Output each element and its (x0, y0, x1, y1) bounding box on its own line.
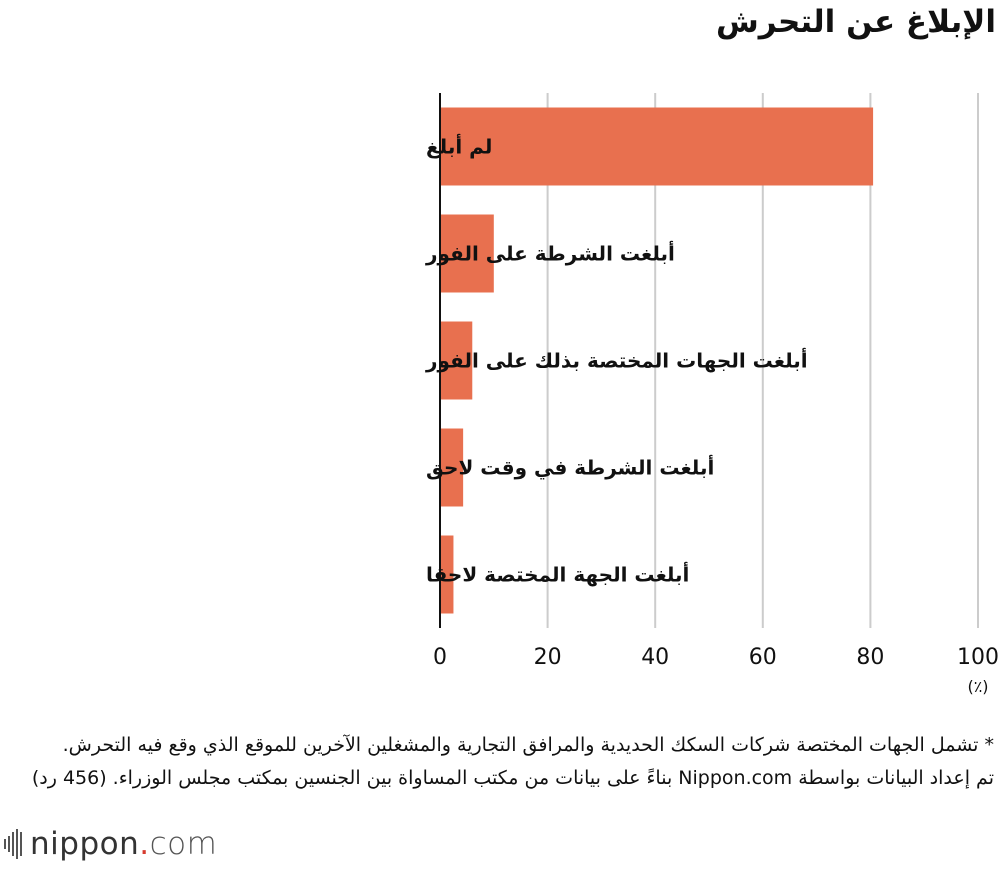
chart-title: الإبلاغ عن التحرش (715, 4, 996, 40)
category-label: لم أبلغ (426, 133, 492, 159)
bar (440, 214, 494, 293)
x-tick-label: 40 (641, 645, 669, 670)
bar (440, 107, 874, 186)
logo-text: nippon.com (30, 826, 217, 862)
bar-chart: لم أبلغ أبلغت الشرطة على الفور أبلغت الجها… (425, 93, 999, 696)
category-label: أبلغت الجهات المختصة بذلك على الفور (425, 347, 808, 373)
nippon-logo: nippon.com (4, 824, 217, 864)
bar (440, 535, 454, 614)
footnote-definition: * تشمل الجهات المختصة شركات السكك الحديد… (62, 734, 994, 756)
bar (440, 321, 473, 400)
category-label: أبلغت الشرطة على الفور (425, 240, 675, 266)
x-tick-label: 20 (534, 645, 562, 670)
x-tick-labels: 0 20 40 60 80 100 (433, 645, 999, 670)
category-labels: لم أبلغ أبلغت الشرطة على الفور أبلغت الجها… (425, 133, 808, 587)
logo-mark-icon (4, 829, 22, 859)
footnote-source: تم إعداد البيانات بواسطة Nippon.com بناء… (31, 767, 994, 789)
logo-tld: com (149, 826, 218, 862)
x-tick-label: 60 (749, 645, 777, 670)
x-tick-label: 80 (856, 645, 884, 670)
bar (440, 428, 464, 507)
logo-dot: . (139, 826, 150, 862)
category-label: أبلغت الجهة المختصة لاحقا (426, 561, 689, 587)
x-tick-label: 0 (433, 645, 447, 670)
x-unit-label: (٪) (967, 677, 988, 696)
footnotes: * تشمل الجهات المختصة شركات السكك الحديد… (4, 729, 994, 795)
x-tick-label: 100 (957, 645, 999, 670)
bars (440, 107, 874, 614)
category-label: أبلغت الشرطة في وقت لاحق (426, 454, 714, 481)
logo-name: nippon (30, 826, 140, 862)
